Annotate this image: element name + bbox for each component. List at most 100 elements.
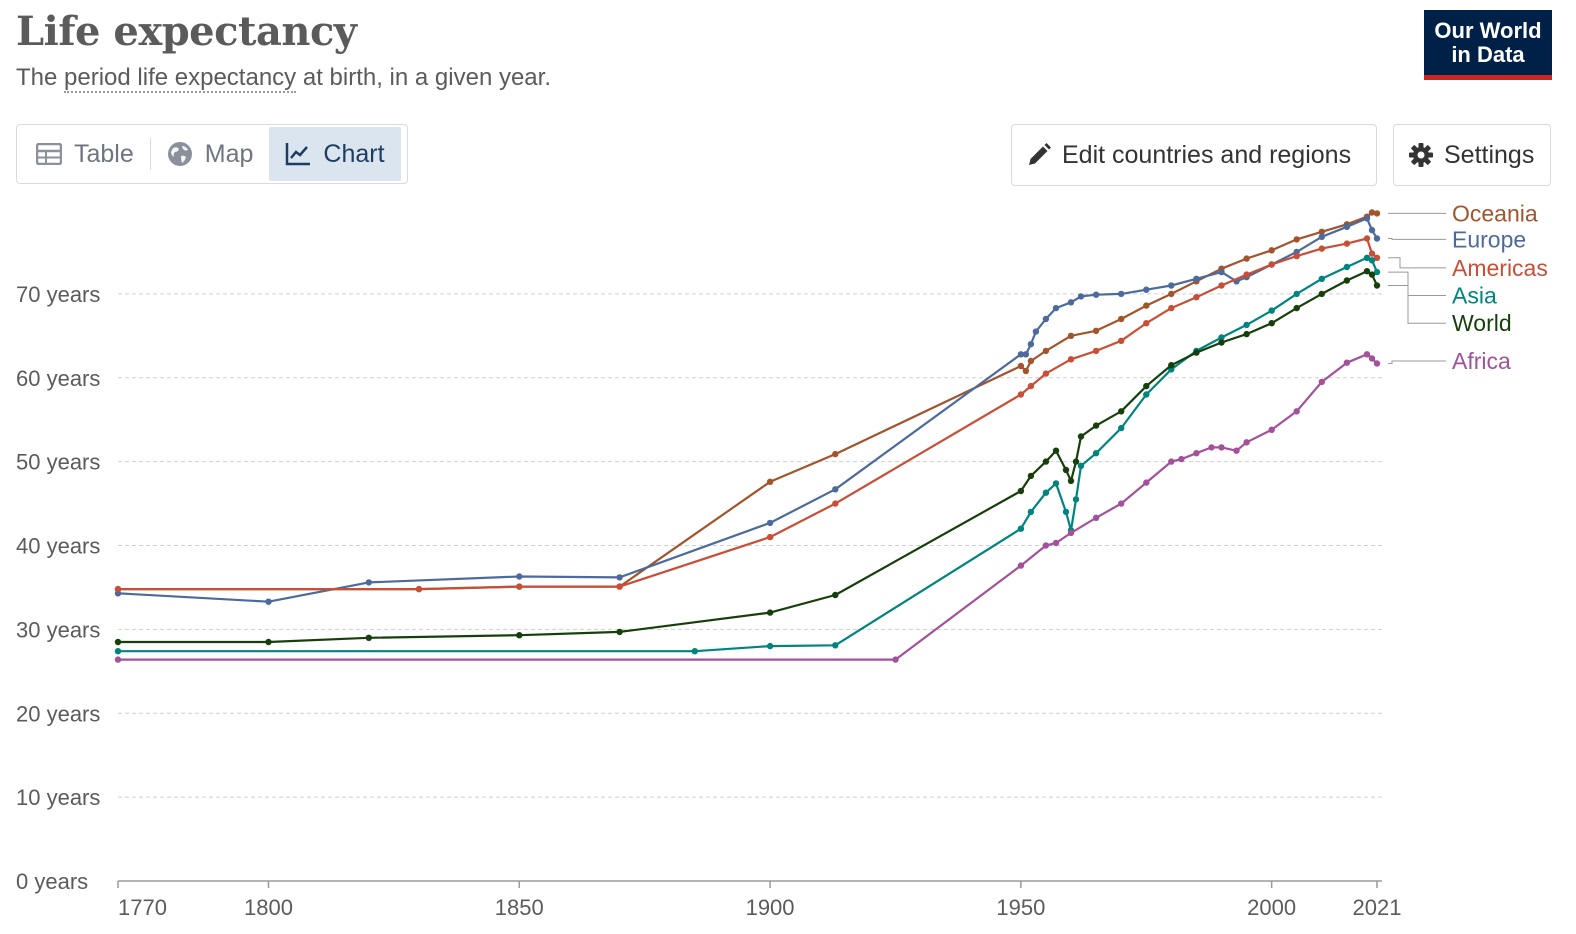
data-point [1193,275,1200,282]
edit-countries-button[interactable]: Edit countries and regions [1011,124,1377,186]
series-europe[interactable] [114,215,1381,605]
legend-label-asia[interactable]: Asia [1452,283,1497,309]
subtitle-definition-link[interactable]: period life expectancy [64,64,297,93]
data-point [1368,355,1376,362]
y-tick-label: 0 years [16,869,88,894]
data-point [1067,529,1075,537]
data-point [1072,496,1080,503]
data-point [114,648,122,655]
settings-label: Settings [1444,140,1535,169]
data-point [114,585,122,593]
legend-connector [1388,257,1446,269]
data-point [1017,562,1025,569]
data-point [1268,426,1275,433]
tab-chart[interactable]: Chart [269,127,401,181]
data-point [1042,542,1050,549]
data-point [1062,466,1070,474]
series-world[interactable] [114,268,1381,646]
series-line [118,256,1379,653]
data-point [1363,254,1371,261]
globe-icon [167,141,193,167]
data-point [1268,320,1275,327]
data-point [1343,263,1351,271]
data-point [1062,508,1070,516]
data-point [1368,257,1376,264]
data-point [1143,320,1150,327]
data-point [1118,290,1125,298]
legend-label-europe[interactable]: Europe [1452,226,1526,252]
logo-line-2: in Data [1451,42,1525,67]
data-point [1318,378,1326,386]
series-oceania[interactable] [114,209,1381,593]
series-americas[interactable] [114,235,1381,593]
logo-line-1: Our World [1434,18,1542,43]
data-point [1067,477,1075,485]
data-point [1318,275,1326,282]
data-point [1318,290,1326,298]
data-point [1143,382,1150,390]
data-point [1293,408,1300,415]
data-point [1218,334,1225,341]
y-tick-label: 30 years [16,617,100,642]
data-point [1118,500,1125,507]
data-point [1373,360,1381,367]
x-tick-label: 1850 [495,895,544,920]
data-point [1368,209,1376,216]
tab-map[interactable]: Map [151,127,270,181]
line-chart-icon [285,142,311,166]
data-point [1118,424,1125,432]
data-point [1118,315,1125,323]
data-point [1027,357,1035,365]
data-point [1067,356,1075,363]
data-point [1373,282,1381,289]
data-point [1343,240,1351,247]
legend-label-world[interactable]: World [1452,310,1512,336]
data-point [1233,447,1240,454]
series-asia[interactable] [114,254,1381,655]
data-point [1218,444,1225,451]
legend-label-africa[interactable]: Africa [1452,348,1511,374]
data-point [1168,290,1175,298]
data-point [1052,539,1060,547]
data-point [1368,250,1376,257]
data-point [766,533,774,541]
data-point [1027,472,1035,480]
data-point [265,598,272,605]
tab-map-label: Map [204,139,254,168]
data-point [516,632,523,639]
data-point [1042,370,1050,377]
data-point [1168,458,1175,465]
data-point [1243,321,1250,329]
legend-label-oceania[interactable]: Oceania [1452,200,1538,226]
data-point [1017,487,1025,495]
x-tick-label: 1950 [996,895,1045,920]
y-tick-label: 60 years [16,366,100,391]
data-point [766,609,774,616]
owid-logo[interactable]: Our World in Data [1424,10,1552,80]
data-point [365,579,372,586]
data-point [1052,304,1060,312]
legend-label-americas[interactable]: Americas [1452,255,1548,281]
data-point [1092,422,1100,429]
data-point [1268,261,1275,268]
series-africa[interactable] [114,351,1381,663]
settings-button[interactable]: Settings [1393,124,1551,186]
table-icon [36,143,62,165]
edit-countries-label: Edit countries and regions [1062,140,1352,169]
data-point [1143,479,1150,486]
data-point [1017,525,1025,532]
data-point [1027,341,1035,348]
data-point [1042,489,1050,496]
data-point [832,500,839,507]
data-point [1168,362,1175,369]
data-point [1293,304,1300,312]
data-point [1218,282,1225,289]
data-point [1077,462,1085,469]
data-point [1077,293,1085,300]
data-point [616,574,623,581]
data-point [1293,290,1300,298]
data-point [1092,514,1100,521]
data-point [1193,349,1200,356]
tab-table[interactable]: Table [20,127,150,181]
data-point [1143,302,1150,309]
